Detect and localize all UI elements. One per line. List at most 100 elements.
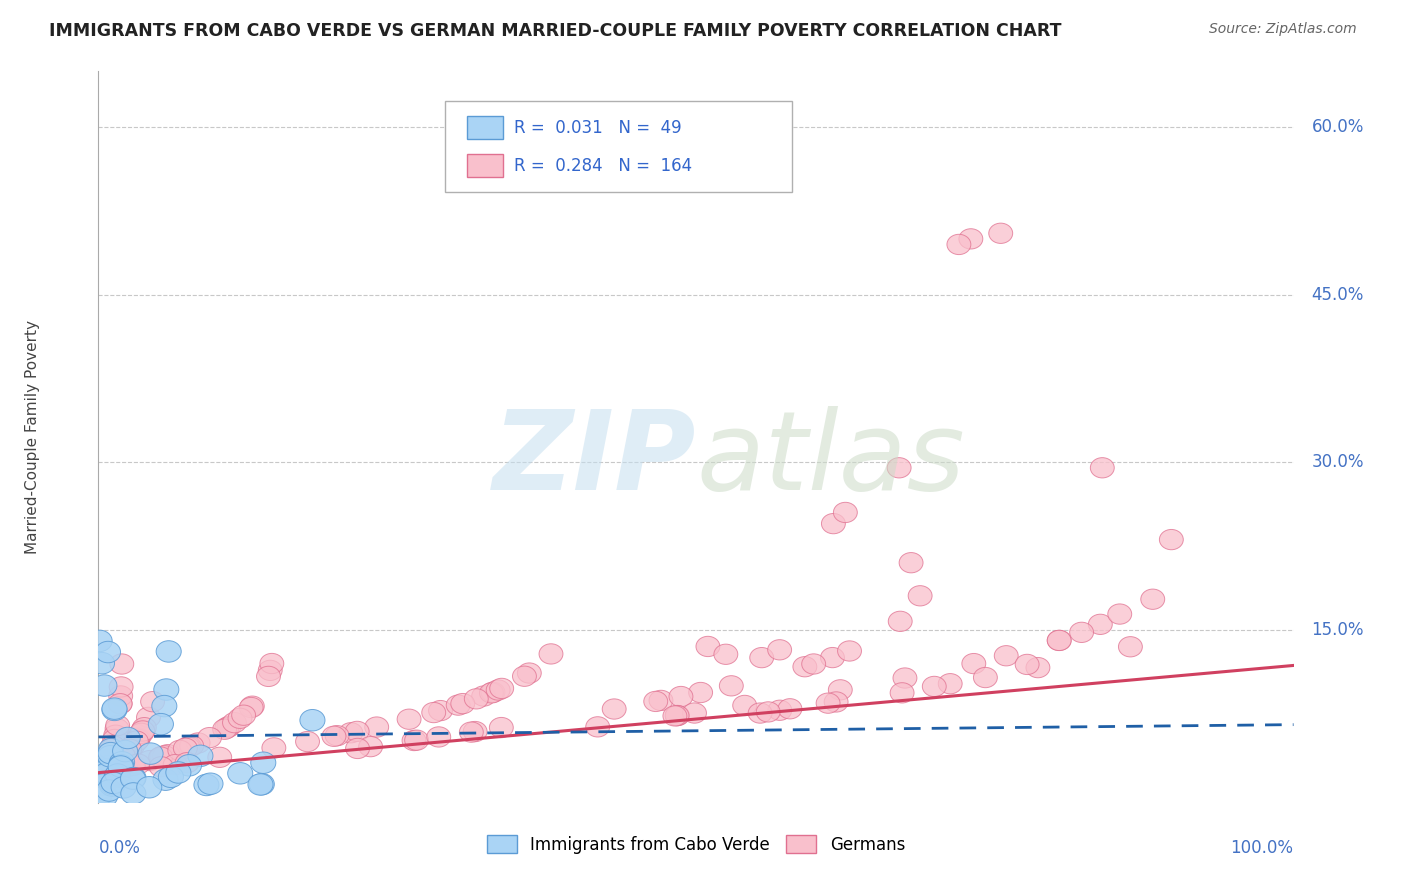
Ellipse shape bbox=[103, 698, 127, 719]
Ellipse shape bbox=[112, 740, 138, 762]
Text: 0.0%: 0.0% bbox=[98, 838, 141, 856]
Ellipse shape bbox=[299, 709, 325, 731]
Ellipse shape bbox=[198, 773, 224, 795]
Ellipse shape bbox=[186, 733, 209, 753]
Ellipse shape bbox=[256, 666, 280, 687]
Ellipse shape bbox=[121, 782, 146, 805]
Ellipse shape bbox=[1088, 615, 1112, 634]
Ellipse shape bbox=[1026, 657, 1050, 678]
Ellipse shape bbox=[111, 745, 135, 765]
Ellipse shape bbox=[101, 736, 125, 756]
Ellipse shape bbox=[98, 742, 122, 763]
Ellipse shape bbox=[232, 705, 256, 725]
Ellipse shape bbox=[90, 652, 114, 674]
Ellipse shape bbox=[249, 773, 274, 795]
Ellipse shape bbox=[96, 641, 121, 663]
Ellipse shape bbox=[696, 636, 720, 657]
Ellipse shape bbox=[121, 756, 145, 776]
Ellipse shape bbox=[824, 692, 848, 712]
Ellipse shape bbox=[110, 654, 134, 674]
Ellipse shape bbox=[948, 235, 972, 254]
Ellipse shape bbox=[239, 698, 263, 718]
Ellipse shape bbox=[1047, 631, 1071, 650]
Ellipse shape bbox=[98, 755, 122, 775]
Ellipse shape bbox=[295, 731, 319, 752]
Ellipse shape bbox=[129, 723, 153, 743]
Ellipse shape bbox=[664, 706, 688, 726]
Ellipse shape bbox=[127, 754, 150, 774]
Ellipse shape bbox=[132, 717, 156, 738]
Ellipse shape bbox=[87, 784, 112, 805]
Ellipse shape bbox=[91, 773, 115, 795]
Ellipse shape bbox=[429, 700, 453, 721]
Ellipse shape bbox=[156, 640, 181, 662]
Ellipse shape bbox=[173, 738, 197, 758]
Ellipse shape bbox=[87, 630, 112, 652]
Ellipse shape bbox=[91, 675, 117, 697]
Ellipse shape bbox=[98, 742, 122, 763]
Ellipse shape bbox=[250, 752, 276, 773]
Ellipse shape bbox=[176, 753, 200, 772]
Ellipse shape bbox=[422, 702, 446, 723]
Ellipse shape bbox=[159, 766, 183, 788]
Ellipse shape bbox=[222, 713, 246, 733]
Ellipse shape bbox=[887, 458, 911, 478]
Ellipse shape bbox=[359, 737, 382, 756]
Ellipse shape bbox=[1015, 654, 1039, 674]
Ellipse shape bbox=[125, 729, 149, 749]
Ellipse shape bbox=[111, 777, 136, 798]
Ellipse shape bbox=[163, 755, 187, 775]
Ellipse shape bbox=[108, 748, 132, 769]
Ellipse shape bbox=[105, 750, 129, 771]
Ellipse shape bbox=[720, 675, 744, 696]
Ellipse shape bbox=[98, 742, 124, 764]
Ellipse shape bbox=[768, 700, 792, 721]
FancyBboxPatch shape bbox=[446, 101, 792, 192]
Ellipse shape bbox=[665, 706, 689, 726]
Ellipse shape bbox=[259, 660, 283, 681]
Ellipse shape bbox=[141, 691, 165, 712]
Ellipse shape bbox=[463, 722, 486, 741]
Ellipse shape bbox=[101, 772, 127, 794]
Text: 15.0%: 15.0% bbox=[1312, 621, 1364, 639]
Ellipse shape bbox=[86, 785, 111, 806]
Ellipse shape bbox=[260, 653, 284, 673]
Ellipse shape bbox=[793, 657, 817, 677]
Ellipse shape bbox=[153, 769, 179, 790]
Ellipse shape bbox=[108, 747, 132, 768]
Ellipse shape bbox=[100, 739, 124, 760]
Ellipse shape bbox=[644, 691, 668, 712]
Text: Married-Couple Family Poverty: Married-Couple Family Poverty bbox=[25, 320, 41, 554]
Ellipse shape bbox=[962, 654, 986, 673]
Ellipse shape bbox=[108, 686, 132, 706]
Ellipse shape bbox=[101, 699, 127, 721]
Ellipse shape bbox=[489, 678, 513, 698]
Ellipse shape bbox=[105, 719, 129, 739]
Ellipse shape bbox=[121, 736, 145, 756]
Ellipse shape bbox=[121, 768, 145, 789]
Ellipse shape bbox=[322, 726, 346, 747]
Ellipse shape bbox=[938, 673, 962, 694]
Ellipse shape bbox=[153, 679, 179, 700]
Ellipse shape bbox=[481, 682, 505, 702]
Ellipse shape bbox=[650, 690, 673, 711]
Ellipse shape bbox=[100, 775, 125, 797]
Ellipse shape bbox=[91, 756, 115, 776]
Text: ZIP: ZIP bbox=[492, 406, 696, 513]
Ellipse shape bbox=[517, 663, 541, 683]
Ellipse shape bbox=[108, 755, 134, 776]
Ellipse shape bbox=[103, 730, 127, 749]
Ellipse shape bbox=[733, 695, 756, 715]
Ellipse shape bbox=[121, 756, 145, 775]
Ellipse shape bbox=[513, 666, 537, 686]
Ellipse shape bbox=[118, 739, 142, 759]
Ellipse shape bbox=[198, 728, 222, 747]
Ellipse shape bbox=[138, 750, 162, 771]
Ellipse shape bbox=[325, 725, 349, 746]
Ellipse shape bbox=[93, 752, 117, 772]
Ellipse shape bbox=[100, 739, 124, 759]
Ellipse shape bbox=[689, 682, 713, 703]
Ellipse shape bbox=[778, 698, 801, 719]
Ellipse shape bbox=[152, 696, 177, 717]
Text: IMMIGRANTS FROM CABO VERDE VS GERMAN MARRIED-COUPLE FAMILY POVERTY CORRELATION C: IMMIGRANTS FROM CABO VERDE VS GERMAN MAR… bbox=[49, 22, 1062, 40]
